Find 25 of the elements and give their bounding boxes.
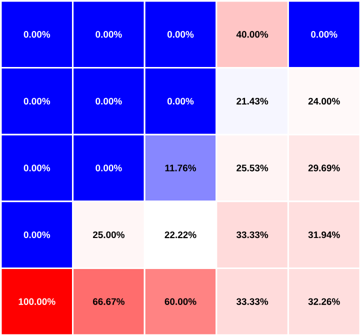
data-label: 31.94% <box>308 231 340 238</box>
data-label: 100.00% <box>18 298 56 305</box>
data-label: 0.00% <box>96 31 122 38</box>
data-label: 25.00% <box>92 231 125 238</box>
data-label: 0.00% <box>24 164 50 172</box>
data-label: 60.00% <box>164 298 196 305</box>
data-label: 66.67% <box>92 298 125 305</box>
data-label: 0.00% <box>96 164 122 172</box>
data-label: 0.00% <box>167 98 194 105</box>
data-label: 32.26% <box>308 298 340 305</box>
data-label: 24.00% <box>308 98 340 105</box>
data-label: 22.22% <box>164 231 196 238</box>
data-label: 0.00% <box>311 31 338 38</box>
data-label: 0.00% <box>24 98 50 105</box>
data-label: 40.00% <box>236 31 268 38</box>
data-label: 0.00% <box>24 231 50 238</box>
data-label: 0.00% <box>167 31 194 38</box>
data-label: 11.76% <box>165 164 196 172</box>
data-label: 0.00% <box>24 31 50 38</box>
data-label: 29.69% <box>308 164 340 172</box>
data-label: 21.43% <box>236 98 268 105</box>
data-label: 33.33% <box>236 231 268 238</box>
data-label: 33.33% <box>236 298 268 305</box>
data-label: 0.00% <box>96 98 122 105</box>
data-label: 25.53% <box>236 164 268 172</box>
